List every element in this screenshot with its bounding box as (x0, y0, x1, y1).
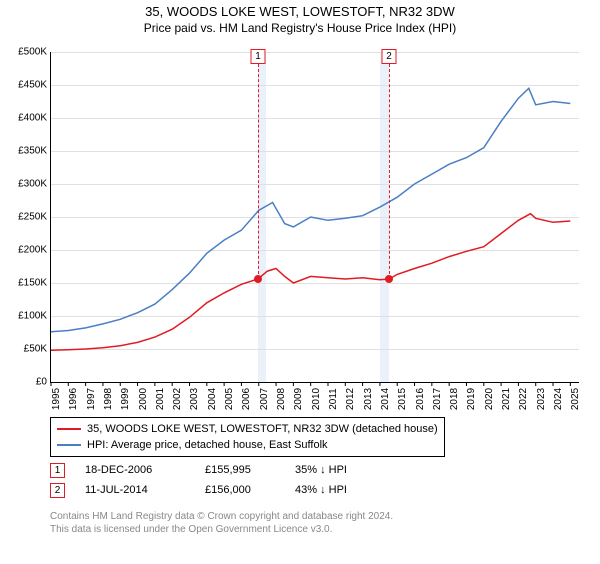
chart-svg-layer (51, 52, 579, 382)
x-axis-label: 2019 (466, 388, 477, 410)
x-axis-label: 2005 (224, 388, 235, 410)
x-axis-label: 2018 (449, 388, 460, 410)
chart-subtitle: Price paid vs. HM Land Registry's House … (0, 21, 600, 35)
x-axis-label: 2013 (363, 388, 374, 410)
sale-flag-line-2 (389, 64, 390, 279)
x-axis-label: 1997 (86, 388, 97, 410)
x-axis-label: 2007 (259, 388, 270, 410)
sale-flag-line-1 (258, 64, 259, 279)
sales-row-index-box: 1 (50, 463, 65, 478)
x-axis-label: 2023 (536, 388, 547, 410)
sales-table-row: 1 18-DEC-2006 £155,995 35% ↓ HPI (50, 460, 375, 480)
x-axis-label: 2015 (397, 388, 408, 410)
legend-label: 35, WOODS LOKE WEST, LOWESTOFT, NR32 3DW… (87, 421, 438, 437)
x-axis-label: 2024 (553, 388, 564, 410)
y-axis-label: £500K (7, 47, 47, 58)
x-axis-label: 2002 (172, 388, 183, 410)
x-axis-label: 1996 (68, 388, 79, 410)
x-axis-label: 2021 (501, 388, 512, 410)
chart-plot-area: £0£50K£100K£150K£200K£250K£300K£350K£400… (50, 52, 579, 383)
x-axis-label: 2012 (345, 388, 356, 410)
x-axis-label: 1995 (51, 388, 62, 410)
y-axis-label: £250K (7, 212, 47, 223)
y-axis-label: £200K (7, 245, 47, 256)
sales-table-row: 2 11-JUL-2014 £156,000 43% ↓ HPI (50, 480, 375, 500)
chart-title: 35, WOODS LOKE WEST, LOWESTOFT, NR32 3DW (0, 4, 600, 19)
x-axis-label: 2011 (328, 388, 339, 410)
y-axis-label: £300K (7, 179, 47, 190)
y-axis-label: £150K (7, 278, 47, 289)
x-axis-label: 1999 (120, 388, 131, 410)
x-axis-label: 2025 (570, 388, 581, 410)
sales-row-index-box: 2 (50, 483, 65, 498)
sales-table: 1 18-DEC-2006 £155,995 35% ↓ HPI 2 11-JUL-201… (50, 460, 375, 500)
y-axis-label: £450K (7, 80, 47, 91)
attribution-line2: This data is licensed under the Open Gov… (50, 523, 393, 536)
series-line-property (51, 214, 570, 351)
chart-legend: 35, WOODS LOKE WEST, LOWESTOFT, NR32 3DW… (50, 417, 445, 457)
x-axis-label: 2010 (311, 388, 322, 410)
x-axis-label: 2017 (432, 388, 443, 410)
y-axis-label: £400K (7, 113, 47, 124)
y-axis-label: £100K (7, 311, 47, 322)
sale-flag-2: 2 (382, 49, 397, 64)
attribution-line1: Contains HM Land Registry data © Crown c… (50, 510, 393, 523)
attribution-text: Contains HM Land Registry data © Crown c… (50, 510, 393, 536)
x-axis-label: 2000 (138, 388, 149, 410)
x-axis-label: 2006 (241, 388, 252, 410)
x-axis-label: 2014 (380, 388, 391, 410)
y-axis-label: £0 (7, 377, 47, 388)
sales-row-price: £155,995 (205, 460, 275, 480)
series-line-hpi (51, 88, 570, 331)
legend-swatch (57, 428, 81, 430)
y-axis-label: £50K (7, 344, 47, 355)
x-axis-label: 2022 (518, 388, 529, 410)
legend-item: HPI: Average price, detached house, East… (57, 437, 438, 453)
x-axis-label: 2003 (189, 388, 200, 410)
sales-row-price: £156,000 (205, 480, 275, 500)
legend-label: HPI: Average price, detached house, East… (87, 437, 328, 453)
sale-flag-1: 1 (251, 49, 266, 64)
x-axis-label: 2016 (415, 388, 426, 410)
x-axis-label: 2008 (276, 388, 287, 410)
x-axis-label: 2001 (155, 388, 166, 410)
x-axis-label: 2004 (207, 388, 218, 410)
sales-row-date: 11-JUL-2014 (85, 480, 185, 500)
sales-row-date: 18-DEC-2006 (85, 460, 185, 480)
x-axis-label: 2009 (293, 388, 304, 410)
y-axis-label: £350K (7, 146, 47, 157)
sales-row-pct: 43% ↓ HPI (295, 480, 375, 500)
x-axis-label: 1998 (103, 388, 114, 410)
legend-swatch (57, 444, 81, 446)
x-axis-label: 2020 (484, 388, 495, 410)
legend-item: 35, WOODS LOKE WEST, LOWESTOFT, NR32 3DW… (57, 421, 438, 437)
sales-row-pct: 35% ↓ HPI (295, 460, 375, 480)
